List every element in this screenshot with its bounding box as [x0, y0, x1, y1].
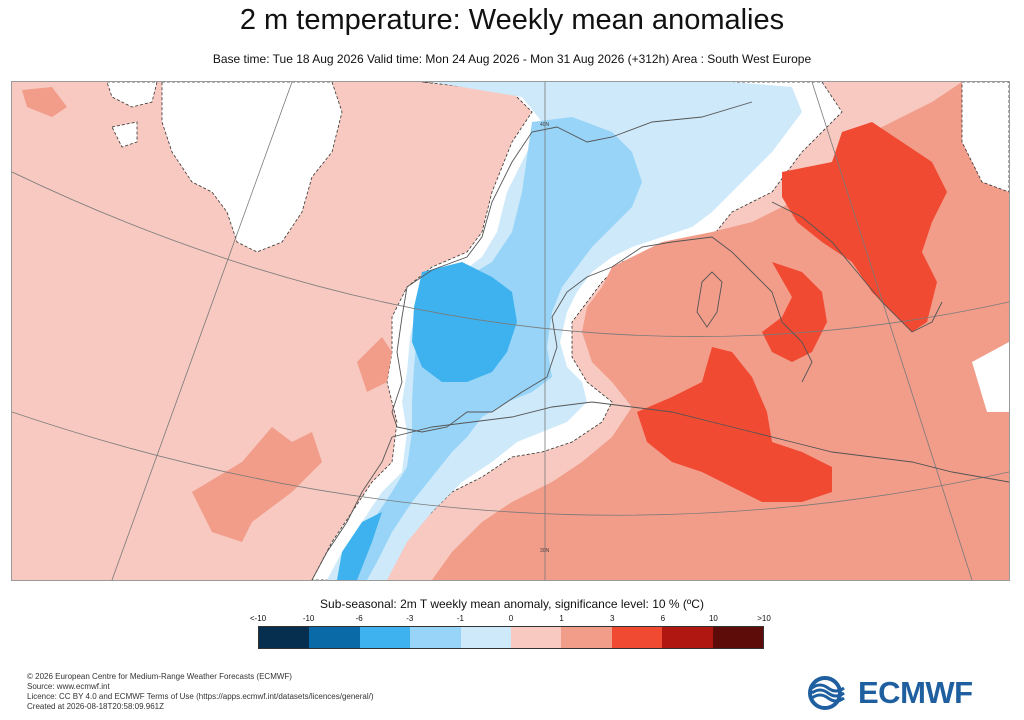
legend-swatch: [309, 627, 360, 648]
footer-credits: © 2026 European Centre for Medium-Range …: [27, 672, 374, 712]
legend-colorbar: [258, 626, 764, 649]
cold-area-strong-south: [337, 512, 382, 580]
ecmwf-logo: ECMWF: [808, 674, 973, 712]
legend-tick: 3: [609, 614, 615, 623]
legend-tick: -3: [406, 614, 414, 623]
ecmwf-logo-text: ECMWF: [858, 675, 973, 710]
warm-area-atlantic-mid: [357, 337, 392, 392]
legend-tick: 6: [660, 614, 666, 623]
latitude-label-30n: 30N: [540, 548, 550, 554]
ecmwf-logo-icon: [808, 676, 845, 710]
neutral-area-southeast: [972, 342, 1009, 412]
legend-swatch: [410, 627, 461, 648]
legend-tick: <-10: [249, 614, 267, 623]
legend-swatch: [561, 627, 612, 648]
legend-tick: -10: [302, 614, 315, 623]
map-subtitle: Base time: Tue 18 Aug 2026 Valid time: M…: [212, 52, 812, 66]
footer-copyright: © 2026 European Centre for Medium-Range …: [27, 672, 292, 681]
legend-swatch: [359, 627, 411, 648]
legend-swatch: [611, 627, 663, 648]
legend-tick: -6: [355, 614, 363, 623]
footer-created: Created at 2026-08-18T20:58:09.961Z: [27, 702, 164, 711]
warm-area-balkans: [782, 122, 947, 332]
map-title: 2 m temperature: Weekly mean anomalies: [239, 4, 785, 36]
warm-area-nw: [22, 87, 67, 117]
cold-area-strong: [412, 262, 517, 382]
graticule: [12, 82, 1009, 580]
neutral-area-atlantic: [161, 82, 343, 253]
footer-source: Source: www.ecmwf.int: [27, 682, 110, 691]
legend-tick: 1: [559, 614, 564, 623]
legend-title: Sub-seasonal: 2m T weekly mean anomaly, …: [320, 597, 704, 611]
neutral-area-west: [111, 121, 138, 148]
map-canvas: 40N 30N: [12, 82, 1009, 580]
legend-tick: 0: [508, 614, 514, 623]
warm-area-atlantic-south: [192, 427, 322, 542]
legend-tick: 10: [708, 614, 718, 623]
legend-swatch: [712, 627, 764, 648]
legend-swatch: [259, 627, 310, 648]
latitude-label-40n: 40N: [540, 122, 550, 128]
footer-licence: Licence: CC BY 4.0 and ECMWF Terms of Us…: [27, 692, 374, 701]
coastlines: [311, 101, 1009, 580]
legend-tick: >10: [757, 614, 771, 623]
neutral-area-north: [106, 82, 158, 108]
legend-swatch: [460, 627, 512, 648]
anomaly-map: 40N 30N: [11, 81, 1010, 581]
neutral-area-east: [961, 82, 1009, 193]
warm-area-italy-south: [762, 262, 827, 362]
legend-tick: -1: [456, 614, 464, 623]
warm-area-north-africa: [637, 347, 832, 502]
legend-swatch: [662, 627, 713, 648]
legend-swatch: [511, 627, 562, 648]
